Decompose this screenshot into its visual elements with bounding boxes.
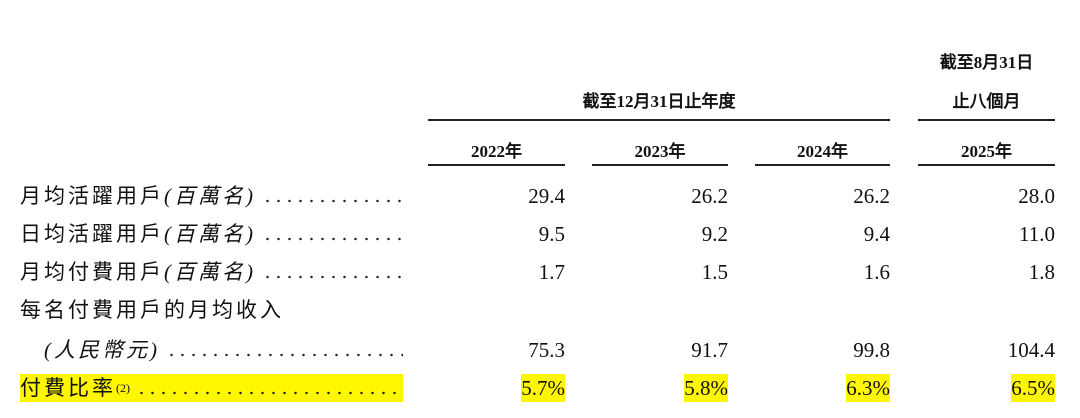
cell-value: 9.4 [863,222,890,246]
cell-value: 91.7 [691,338,728,362]
row-label-line: 日均活躍用戶 (百萬名) [20,220,403,248]
cell-value: 26.2 [853,184,890,208]
row-label-line: 月均活躍用戶 (百萬名) [20,182,403,210]
year-rule [592,164,728,166]
row-unit: (百萬名) [164,184,256,208]
label-text: 月均付費用戶 (百萬名) [20,258,403,286]
cell-value: 28.0 [1018,184,1055,208]
cell-value: 5.7% [521,374,565,402]
label-text: 月均活躍用戶 (百萬名) [20,182,403,210]
label-text: 付費比率 (2) [20,374,403,402]
row-label: 每名付費用戶的月均收入 [20,298,284,322]
row-label: 付費比率 [20,376,116,400]
label-text: (人民幣元) [44,336,403,364]
cell-value: 6.3% [846,374,890,402]
cell-value: 1.6 [863,260,890,284]
group-header: 截至12月31日止年度 [582,92,736,111]
year-rule [918,164,1055,166]
cell-value: 75.3 [528,338,565,362]
row-label: 日均活躍用戶 [20,222,164,246]
cell-value: 6.5% [1011,374,1055,402]
cell-value: 9.5 [538,222,565,246]
cell-value: 1.7 [538,260,565,284]
cell-value: 9.2 [701,222,728,246]
year-header: 2023年 [634,142,686,161]
period-header: 截至8月31日 [939,53,1034,72]
leader-dots [262,220,403,248]
year-rule [755,164,890,166]
period-header: 止八個月 [952,92,1021,111]
cell-value: 11.0 [1019,222,1055,246]
row-unit: (人民幣元) [44,338,160,362]
cell-value: 104.4 [1007,338,1055,362]
year-header: 2024年 [797,142,848,161]
leader-dots [166,336,403,364]
year-rule [428,164,565,166]
leader-dots [262,182,403,210]
row-label-line: 付費比率 (2) [20,374,403,402]
row-label-line: 月均付費用戶 (百萬名) [20,258,403,286]
cell-value: 99.8 [853,338,890,362]
cell-value: 29.4 [528,184,565,208]
row-label: 月均活躍用戶 [20,184,164,208]
cell-value: 1.8 [1028,260,1055,284]
year-header: 2022年 [471,142,522,161]
year-header: 2025年 [961,142,1012,161]
header-rule [428,119,890,121]
leader-dots [262,258,403,286]
row-label: 月均付費用戶 [20,260,164,284]
footnote-ref: (2) [116,381,130,395]
cell-value: 26.2 [691,184,728,208]
row-label-line: (人民幣元) [44,336,403,364]
row-unit: (百萬名) [164,222,256,246]
leader-dots [136,374,403,402]
label-text: 日均活躍用戶 (百萬名) [20,220,403,248]
header-rule [918,119,1055,121]
cell-value: 1.5 [701,260,728,284]
row-unit: (百萬名) [164,260,256,284]
cell-value: 5.8% [684,374,728,402]
